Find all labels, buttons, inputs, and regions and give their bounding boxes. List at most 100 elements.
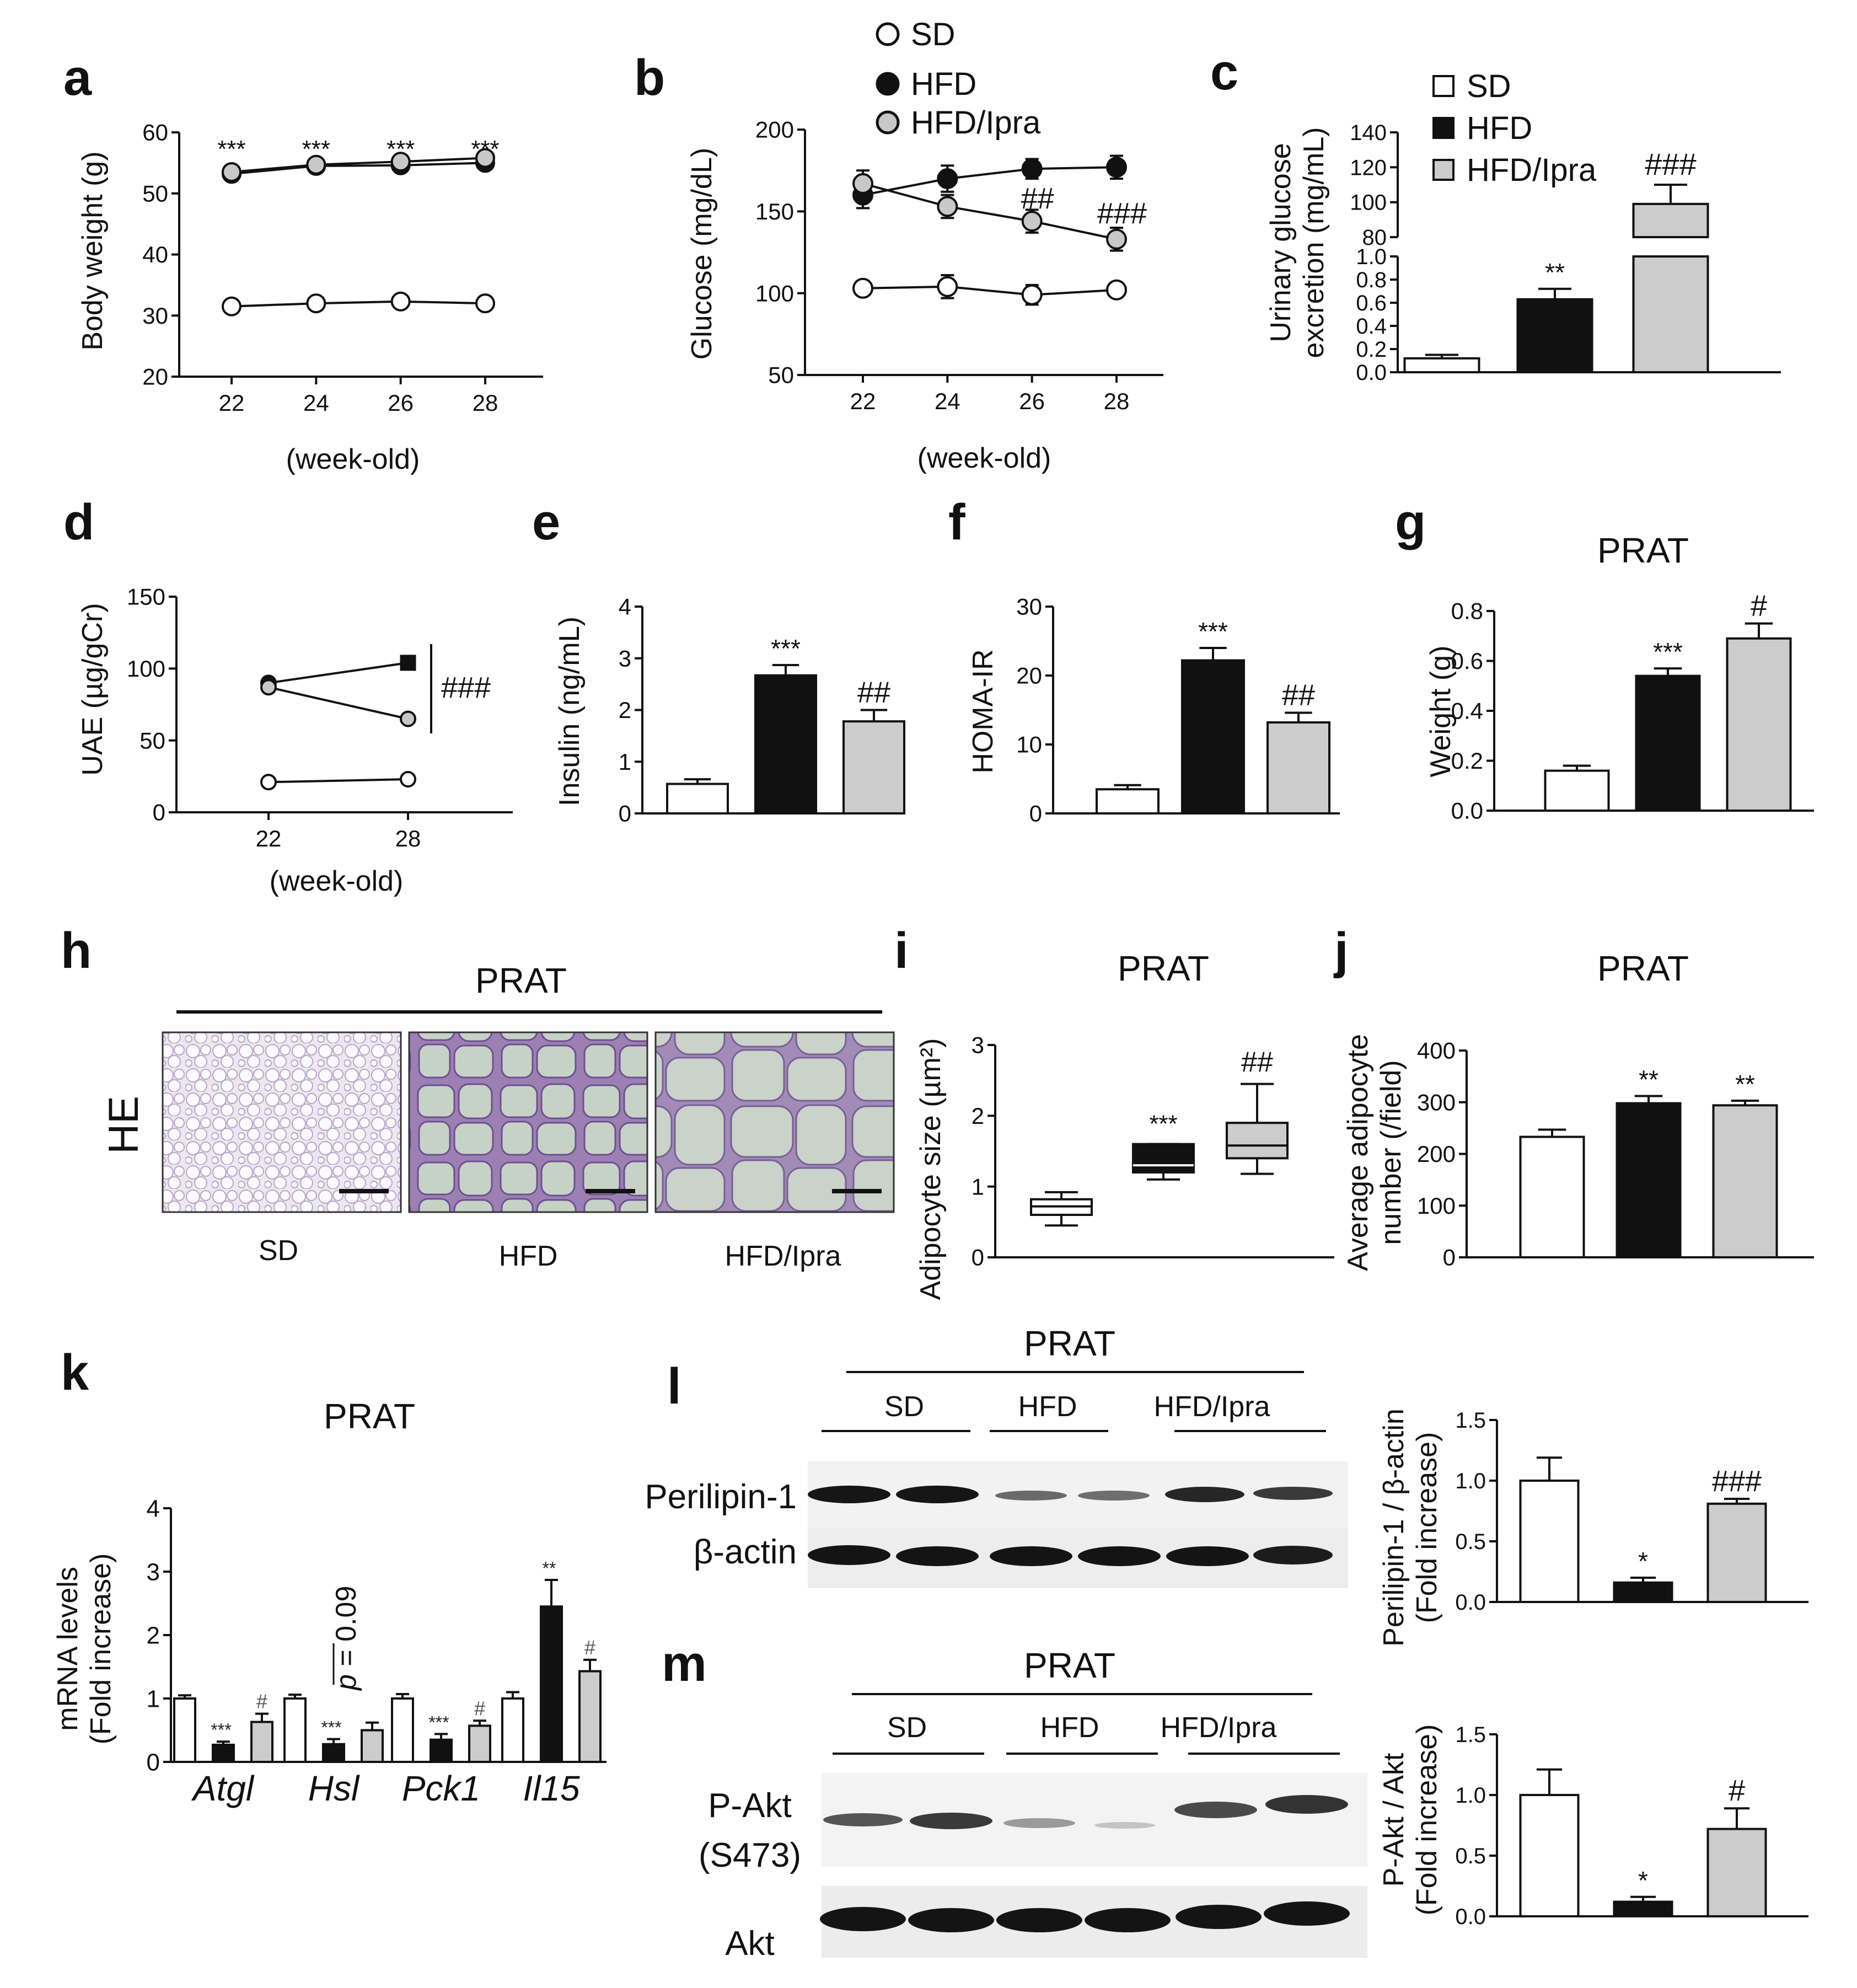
legend-c-swatch-hfd bbox=[1432, 117, 1455, 139]
y-tick-label-f: 20 bbox=[1016, 663, 1042, 689]
band-l-actin-2 bbox=[896, 1546, 979, 1566]
band-l-actin-1 bbox=[808, 1545, 890, 1565]
y-tick-label-i: 3 bbox=[972, 1032, 984, 1058]
chart-title-i: PRAT bbox=[1118, 949, 1209, 988]
data-point-a-hfd-ipra bbox=[390, 152, 411, 172]
y-tick-label-c: 1.0 bbox=[1356, 245, 1387, 269]
significance-label-k: ** bbox=[543, 1558, 556, 1578]
y-tick-label-a: 20 bbox=[142, 364, 168, 390]
y-tick-label-b: 100 bbox=[755, 280, 794, 306]
blot-row-label-m-1b: (S473) bbox=[699, 1836, 801, 1874]
chart-d: 0 50 100 150 22 28 ### (week-old) UAE (µg/gCr… bbox=[77, 584, 513, 897]
legend-c: SD HFD HFD/Ipra bbox=[1432, 68, 1597, 188]
blot-group-m-sd: SD bbox=[887, 1712, 927, 1744]
data-point-b-sd bbox=[852, 277, 873, 299]
y-tick-label-e: 4 bbox=[619, 594, 631, 620]
axis-title-y-k-line2: (Fold increase) bbox=[85, 1553, 117, 1745]
y-tick-label-l: 0.5 bbox=[1455, 1530, 1486, 1554]
x-tick-label-a: 26 bbox=[388, 390, 414, 416]
bar-m-3 bbox=[1706, 1828, 1767, 1918]
legend-b-marker-hfd bbox=[876, 72, 900, 96]
data-point-b-hfd-ipra bbox=[852, 173, 873, 194]
histology-caption-hfd-ipra: HFD/Ipra bbox=[725, 1240, 841, 1272]
y-tick-label-e: 0 bbox=[619, 801, 631, 827]
bar-c-3-upper bbox=[1632, 202, 1709, 239]
y-tick-label-e: 2 bbox=[619, 697, 631, 723]
chart-title-k: PRAT bbox=[324, 1396, 415, 1436]
band-m-akt-1 bbox=[820, 1907, 906, 1931]
bar-k-pck1-hfd bbox=[430, 1738, 453, 1763]
bar-j-2 bbox=[1616, 1102, 1682, 1258]
y-tick-label-k: 3 bbox=[147, 1558, 160, 1585]
bar-k-hsl-sd bbox=[283, 1697, 307, 1763]
data-point-b-sd bbox=[1106, 279, 1127, 301]
legend-c-label-sd: SD bbox=[1467, 68, 1511, 104]
bar-f-2 bbox=[1181, 659, 1245, 815]
bar-m-1 bbox=[1519, 1794, 1580, 1917]
plot-e: 0 1 2 3 4 *** ## bbox=[619, 594, 905, 827]
data-point-a-sd bbox=[222, 296, 241, 317]
y-tick-label-c: 0.2 bbox=[1356, 337, 1387, 362]
bar-g-2 bbox=[1635, 674, 1701, 812]
y-tick-label-f: 10 bbox=[1016, 732, 1042, 758]
legend-b-label-sd: SD bbox=[911, 17, 956, 52]
bar-l-3 bbox=[1706, 1502, 1767, 1604]
axis-title-y-l-line2: (Fold increase) bbox=[1411, 1432, 1443, 1623]
data-point-d-hfd-ipra bbox=[400, 710, 416, 727]
histology-image-hfd bbox=[408, 1031, 648, 1213]
y-tick-label-b: 150 bbox=[755, 199, 794, 224]
panel-label-e: e bbox=[532, 494, 560, 550]
y-tick-label-k: 4 bbox=[147, 1495, 160, 1522]
band-m-pakt-4 bbox=[1094, 1822, 1155, 1829]
blot-row-label-m-1a: P-Akt bbox=[708, 1787, 792, 1825]
significance-label-b: ## bbox=[1021, 182, 1054, 215]
band-m-akt-5 bbox=[1176, 1905, 1262, 1929]
blot-panel-m: PRAT SD HFD HFD/Ipra P-Akt (S473) Akt 0.… bbox=[699, 1646, 1808, 1963]
blot-group-l-ipra: HFD/Ipra bbox=[1154, 1391, 1270, 1423]
significance-label-g-2: *** bbox=[1653, 637, 1683, 666]
axis-title-y-k-line1: mRNA levels bbox=[52, 1567, 84, 1731]
axis-title-y-b: Glucose (mg/dL) bbox=[686, 148, 718, 360]
plot-i: 0 1 2 3 *** ## bbox=[972, 1032, 1334, 1271]
x-tick-label-d: 28 bbox=[395, 826, 421, 851]
band-m-akt-6 bbox=[1264, 1901, 1350, 1926]
panel-label-m: m bbox=[662, 1636, 707, 1692]
significance-label-k: # bbox=[256, 1690, 267, 1713]
data-point-b-hfd bbox=[937, 168, 958, 189]
significance-label-f-2: *** bbox=[1198, 617, 1228, 646]
legend-b-label-ipra: HFD/Ipra bbox=[911, 105, 1041, 141]
band-l-actin-4 bbox=[1078, 1546, 1161, 1566]
y-tick-label-f: 0 bbox=[1029, 801, 1042, 827]
band-m-akt-4 bbox=[1085, 1908, 1171, 1932]
bar-e-1 bbox=[666, 783, 729, 815]
band-m-pakt-6 bbox=[1265, 1795, 1348, 1814]
pvalue-rest-k: = 0.09 bbox=[330, 1586, 362, 1674]
plot-g: 0.0 0.2 0.4 0.6 0.8 *** # bbox=[1451, 590, 1814, 824]
blot-group-m-ipra: HFD/Ipra bbox=[1161, 1712, 1277, 1744]
y-tick-label-c: 0.4 bbox=[1356, 314, 1387, 339]
panel-label-j: j bbox=[1333, 923, 1349, 979]
axis-title-y-g: Weight (g) bbox=[1425, 646, 1457, 778]
band-l-perilipin-1 bbox=[808, 1486, 890, 1503]
panel-label-k: k bbox=[61, 1344, 89, 1401]
significance-label-e-2: *** bbox=[771, 634, 801, 663]
data-point-d-sd bbox=[400, 771, 416, 788]
y-tick-label-l: 1.5 bbox=[1455, 1408, 1486, 1433]
data-point-b-hfd-ipra bbox=[1106, 228, 1127, 250]
y-tick-label-i: 2 bbox=[972, 1103, 984, 1129]
chart-g: PRAT 0.0 0.2 0.4 0.6 0.8 *** # Weight (g) bbox=[1425, 531, 1814, 824]
significance-label-a: *** bbox=[217, 136, 245, 163]
histology-image-hfd-ipra bbox=[654, 1031, 895, 1213]
x-tick-label-k: Pck1 bbox=[402, 1769, 480, 1808]
legend-b-label-hfd: HFD bbox=[911, 66, 976, 102]
data-point-a-hfd-ipra bbox=[306, 154, 326, 175]
y-tick-label-c: 0.0 bbox=[1356, 361, 1387, 385]
band-l-perilipin-6 bbox=[1253, 1487, 1333, 1500]
data-point-a-sd bbox=[475, 293, 495, 314]
y-tick-label-f: 30 bbox=[1016, 594, 1042, 620]
y-tick-label-g: 0.6 bbox=[1451, 648, 1483, 674]
x-tick-label-d: 22 bbox=[256, 826, 282, 851]
y-tick-label-d: 150 bbox=[127, 584, 165, 610]
bar-k-il15-sd bbox=[501, 1697, 524, 1763]
